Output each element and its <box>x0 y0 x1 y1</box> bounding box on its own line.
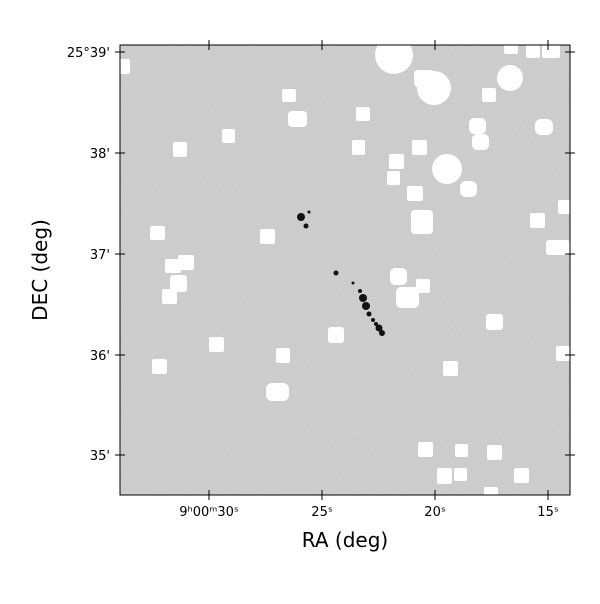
y-tick-label: 37' <box>90 248 110 263</box>
x-tick-label: 20ˢ <box>424 505 446 520</box>
y-tick-label: 38' <box>90 147 110 162</box>
y-tick-label: 25°39' <box>67 46 110 61</box>
galaxy <box>297 210 385 336</box>
y-axis-label: DEC (deg) <box>28 219 52 321</box>
y-tick-label: 36' <box>90 349 110 364</box>
x-tick-label: 15ˢ <box>537 505 559 520</box>
y-tick-label: 35' <box>90 449 110 464</box>
sky-image <box>120 45 570 495</box>
x-tick-label: 25ˢ <box>311 505 333 520</box>
masked-sources <box>120 45 570 495</box>
x-axis-label: RA (deg) <box>302 528 388 552</box>
ticks <box>115 40 575 500</box>
plot-frame <box>119 44 571 496</box>
x-tick-label: 9ʰ00ᵐ30ˢ <box>179 505 239 520</box>
